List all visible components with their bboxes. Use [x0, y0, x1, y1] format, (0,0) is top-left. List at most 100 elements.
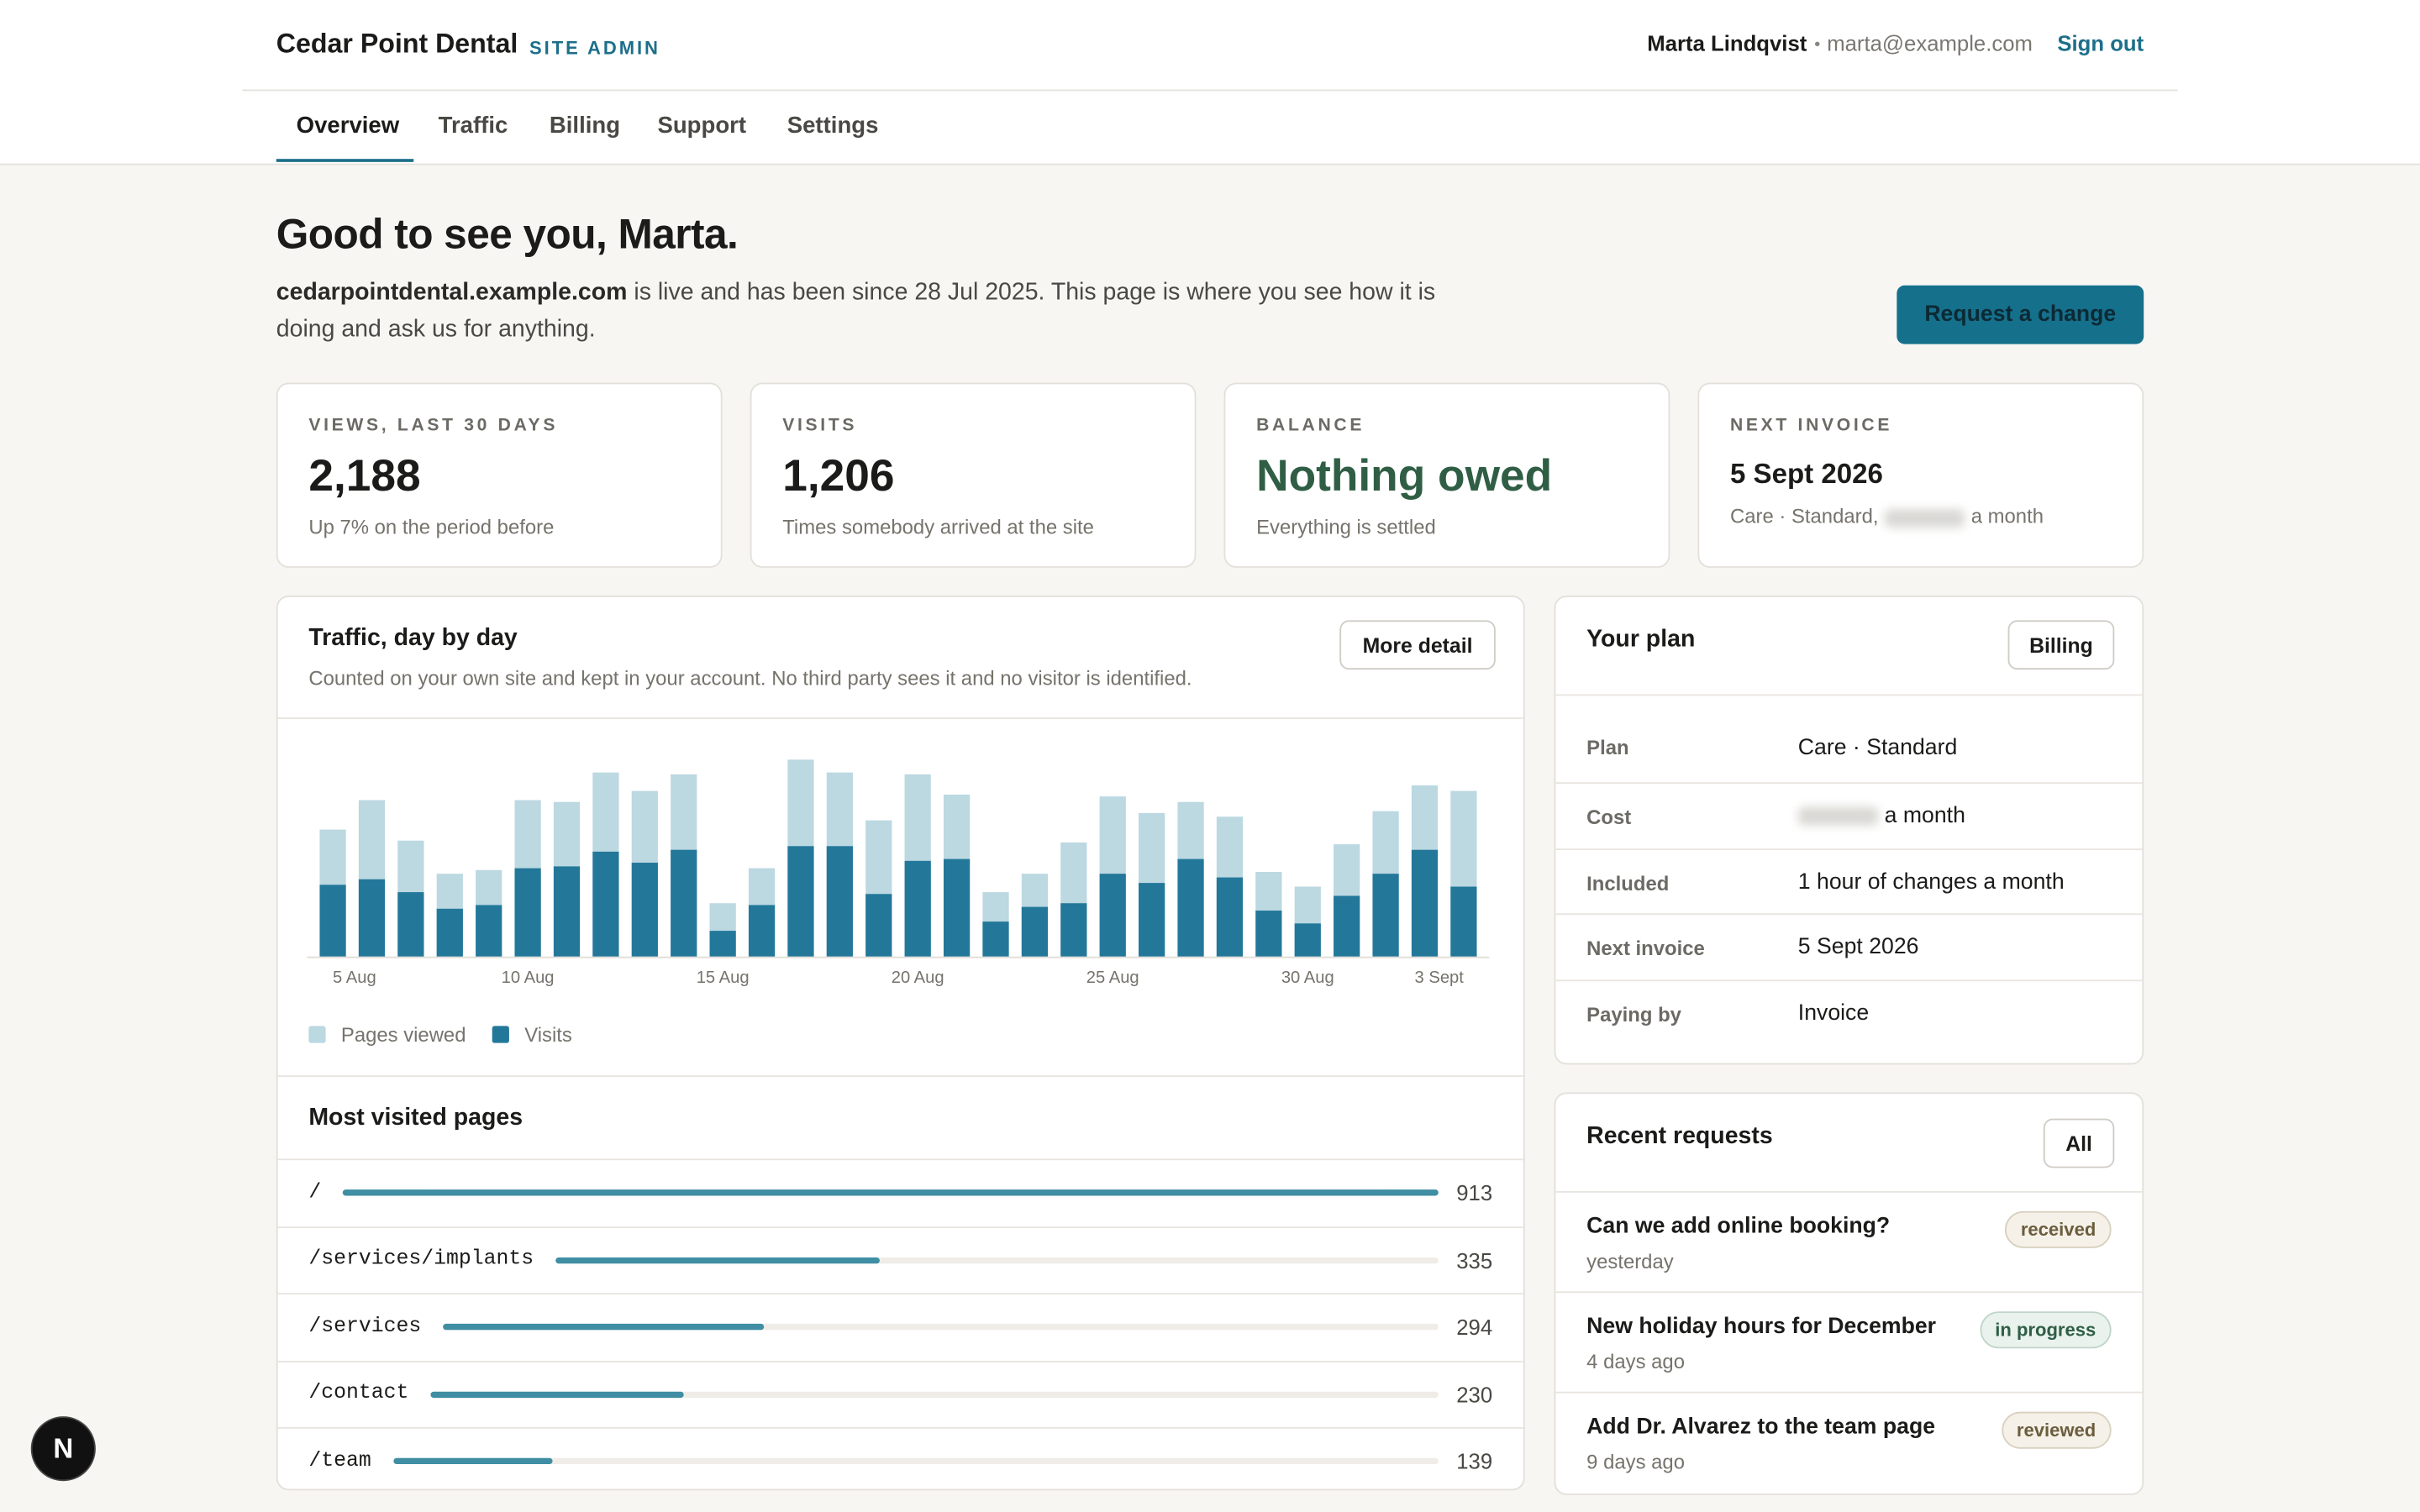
legend-label: Pages viewed	[341, 1024, 466, 1047]
page-row[interactable]: /services/implants 335	[277, 1226, 1523, 1293]
x-tick-label: 20 Aug	[892, 969, 944, 987]
nav-tab[interactable]: Settings	[786, 113, 879, 139]
traffic-chart: 5 Aug 10 Aug 15 Aug 20 Aug 25 Aug 30 Aug 3 Sep…	[307, 759, 1490, 1047]
value-label: 913	[1456, 1180, 1493, 1205]
divider	[242, 89, 2178, 92]
x-tick-label: 10 Aug	[502, 969, 555, 987]
bar	[555, 1257, 880, 1263]
request-time: yesterday	[1586, 1249, 1674, 1273]
row-value: 1 hour of changes a month	[1797, 869, 2065, 895]
x-tick-label: 25 Aug	[1086, 969, 1139, 987]
request-item[interactable]: Add Dr. Alvarez to the team page 9 days a…	[1555, 1391, 2143, 1494]
stat-card: VISITS 1,206 Times somebody arrived at t…	[750, 382, 1197, 568]
bar	[904, 860, 931, 957]
request-title: New holiday hours for December	[1586, 1314, 1937, 1340]
page-path: /team	[308, 1450, 371, 1473]
bar-track	[442, 1324, 1439, 1331]
stat-value: 2,188	[308, 452, 421, 501]
bar	[631, 863, 658, 957]
bar	[442, 1324, 764, 1331]
period: a month	[1970, 504, 2044, 528]
status-pill: in progress	[1979, 1311, 2112, 1349]
bar	[865, 894, 892, 957]
nav-tab[interactable]: Overview	[296, 113, 400, 139]
value-label: 335	[1456, 1247, 1493, 1273]
bar	[430, 1391, 685, 1398]
plan-name: Care · Standard,	[1729, 504, 1879, 528]
bar-track	[392, 1458, 1439, 1465]
stat-card: BALANCE Nothing owed Everything is settl…	[1223, 382, 1670, 568]
stat-card: VIEWS, LAST 30 DAYS 2,188 Up 7% on the p…	[276, 382, 723, 568]
x-tick-label: 5 Aug	[333, 969, 376, 987]
stat-value: 5 Sept 2026	[1729, 458, 1883, 490]
plan-row: Plan Care · Standard	[1555, 694, 2143, 783]
request-time: 9 days ago	[1586, 1450, 1685, 1474]
stat-label: NEXT INVOICE	[1729, 416, 1893, 435]
row-label: Cost	[1586, 805, 1632, 829]
bar	[514, 868, 541, 957]
request-item[interactable]: Can we add online booking? yesterday recei…	[1555, 1190, 2143, 1293]
bar	[1099, 874, 1126, 957]
user-name: Marta Lindqvist	[1647, 30, 1807, 56]
card-title: Most visited pages	[308, 1105, 523, 1131]
x-tick-label: 30 Aug	[1281, 969, 1334, 987]
stat-label: BALANCE	[1256, 416, 1365, 435]
x-tick-label: 15 Aug	[697, 969, 750, 987]
row-value: 5 Sept 2026	[1797, 935, 1919, 960]
requests-card: Recent requests All Can we add online bo…	[1554, 1092, 2144, 1495]
page-path: /	[308, 1181, 322, 1205]
bar	[709, 931, 736, 957]
bar	[436, 908, 463, 957]
plan-row: Cost a month	[1555, 782, 2143, 848]
bar	[1139, 883, 1165, 957]
nav-tab[interactable]: Support	[657, 113, 747, 139]
page-row[interactable]: /team 139	[277, 1426, 1523, 1488]
bar	[1411, 849, 1439, 957]
legend-swatch	[492, 1026, 509, 1043]
bar	[982, 921, 1009, 957]
card-subtitle: Counted on your own site and kept in you…	[308, 666, 1192, 690]
stat-value: Nothing owed	[1256, 452, 1553, 501]
nav-tab[interactable]: Billing	[549, 113, 621, 139]
bar	[1060, 903, 1087, 957]
bar	[1372, 874, 1399, 957]
request-title: Can we add online booking?	[1586, 1214, 1891, 1239]
bar	[1216, 877, 1244, 957]
legend-label: Visits	[524, 1024, 572, 1047]
sign-out[interactable]: Sign out	[2057, 30, 2144, 56]
request-title: Add Dr. Alvarez to the team page	[1586, 1415, 1936, 1440]
request-time: 4 days ago	[1586, 1350, 1685, 1373]
bar	[476, 905, 502, 957]
bar-track	[342, 1189, 1439, 1196]
bar	[1450, 886, 1477, 957]
request-button[interactable]: Request a change	[1897, 285, 2144, 344]
all-button[interactable]: All	[2043, 1118, 2115, 1168]
request-item[interactable]: New holiday hours for December 4 days ago…	[1555, 1291, 2143, 1393]
stat-note: Everything is settled	[1256, 515, 1436, 539]
bar	[392, 1458, 552, 1465]
bar-track	[555, 1257, 1439, 1263]
page-row[interactable]: /services 294	[277, 1293, 1523, 1360]
legend-swatch	[308, 1026, 326, 1043]
plan-row: Included 1 hour of changes a month	[1555, 848, 2143, 913]
bar	[826, 846, 853, 957]
more-detail-button[interactable]: More detail	[1339, 620, 1496, 670]
page-row[interactable]: /contact 230	[277, 1360, 1523, 1427]
row-value: Care · Standard	[1797, 736, 1958, 761]
card-title: Your plan	[1586, 626, 1696, 653]
badge: SITE ADMIN	[529, 37, 660, 59]
bar	[553, 866, 581, 957]
bar	[397, 892, 424, 957]
row-label: Plan	[1586, 736, 1629, 759]
x-tick-label: 3 Sept	[1415, 969, 1465, 987]
bar	[592, 851, 619, 957]
page-row[interactable]: / 913	[277, 1158, 1523, 1226]
nav-tab[interactable]: Traffic	[438, 113, 508, 139]
billing-button[interactable]: Billing	[2007, 620, 2115, 670]
value-label: 230	[1456, 1382, 1493, 1407]
plan-card: Your plan Billing Plan Care · Standard Co…	[1554, 595, 2144, 1065]
dev-badge[interactable]: N	[30, 1416, 96, 1482]
plan-row: Next invoice 5 Sept 2026	[1555, 913, 2143, 979]
stat-note: Up 7% on the period before	[308, 515, 555, 539]
